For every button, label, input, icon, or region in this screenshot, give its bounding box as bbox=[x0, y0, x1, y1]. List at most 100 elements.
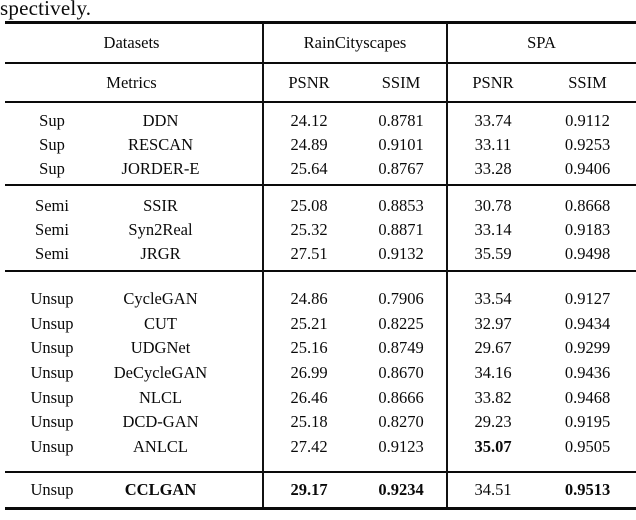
value-cell: 26.46 bbox=[290, 387, 328, 407]
method-cell: JORDER-E bbox=[121, 159, 200, 178]
value-cell: 34.51 bbox=[474, 480, 512, 499]
value-cell: 33.28 bbox=[474, 159, 512, 178]
method-cell: JRGR bbox=[140, 244, 181, 263]
value-cell: 34.16 bbox=[474, 363, 512, 383]
value-cell: 35.59 bbox=[474, 244, 512, 263]
value-cell: 35.07 bbox=[474, 436, 512, 456]
value-cell: 24.86 bbox=[290, 289, 328, 309]
value-cell: 27.42 bbox=[290, 436, 328, 456]
dataset-raincityscapes-label: RainCityscapes bbox=[303, 33, 407, 52]
value-cell: 29.67 bbox=[474, 338, 512, 358]
value-cell: 33.14 bbox=[474, 220, 512, 239]
table-row: Semi Syn2Real 25.32 0.8871 33.14 0.9183 bbox=[0, 218, 636, 242]
category-cell: Sup bbox=[39, 111, 65, 130]
value-cell: 0.9112 bbox=[565, 111, 610, 130]
table-row: Semi SSIR 25.08 0.8853 30.78 0.8668 bbox=[0, 194, 636, 218]
category-cell: Semi bbox=[35, 196, 69, 215]
value-cell: 32.97 bbox=[474, 313, 512, 333]
value-cell: 0.9183 bbox=[564, 220, 611, 239]
column-separator bbox=[446, 23, 448, 507]
category-cell: Unsup bbox=[30, 387, 74, 407]
value-cell: 0.9468 bbox=[564, 387, 611, 407]
value-cell: 0.8225 bbox=[378, 313, 424, 333]
value-cell: 24.89 bbox=[290, 135, 328, 154]
value-cell: 0.8767 bbox=[378, 159, 424, 178]
method-cell: NLCL bbox=[138, 387, 183, 407]
table-top-rule bbox=[5, 21, 636, 24]
value-cell: 0.8781 bbox=[378, 111, 424, 130]
method-cell: CCLGAN bbox=[124, 480, 197, 499]
category-cell: Unsup bbox=[30, 480, 74, 499]
value-cell: 0.8270 bbox=[378, 412, 424, 432]
table-rule bbox=[5, 101, 636, 103]
psnr-column-header: PSNR bbox=[288, 72, 330, 92]
datasets-header-label: Datasets bbox=[103, 33, 160, 52]
table-row: Semi JRGR 27.51 0.9132 35.59 0.9498 bbox=[0, 242, 636, 266]
value-cell: 0.9513 bbox=[564, 480, 611, 499]
method-cell: CUT bbox=[144, 313, 177, 333]
value-cell: 0.7906 bbox=[378, 289, 424, 309]
value-cell: 0.8871 bbox=[378, 220, 424, 239]
value-cell: 29.23 bbox=[474, 412, 512, 432]
method-cell: DeCycleGAN bbox=[113, 363, 208, 383]
table-group-semisupervised: Semi SSIR 25.08 0.8853 30.78 0.8668 Semi Syn2Re… bbox=[0, 186, 636, 270]
category-cell: Semi bbox=[35, 244, 69, 263]
ssim-column-header: SSIM bbox=[568, 72, 607, 92]
value-cell: 0.8749 bbox=[378, 338, 424, 358]
value-cell: 25.16 bbox=[290, 338, 328, 358]
value-cell: 0.9436 bbox=[564, 363, 611, 383]
method-cell: Syn2Real bbox=[128, 220, 193, 239]
value-cell: 0.8668 bbox=[564, 196, 611, 215]
psnr-column-header: PSNR bbox=[472, 72, 514, 92]
table-group-unsupervised: Unsup CycleGAN 24.86 0.7906 33.54 0.9127 Unsup… bbox=[0, 272, 636, 470]
value-cell: 0.9132 bbox=[378, 244, 424, 263]
category-cell: Unsup bbox=[30, 313, 74, 333]
value-cell: 0.9123 bbox=[378, 436, 424, 456]
table-rule bbox=[5, 62, 636, 64]
table-row: Unsup UDGNet 25.16 0.8749 29.67 0.9299 bbox=[0, 336, 636, 361]
table-header-datasets-row: Datasets RainCityscapes SPA bbox=[0, 24, 636, 62]
table-rule bbox=[5, 471, 636, 473]
method-cell: DCD-GAN bbox=[122, 412, 199, 432]
category-cell: Unsup bbox=[30, 289, 74, 309]
value-cell: 0.9234 bbox=[378, 480, 424, 499]
value-cell: 33.54 bbox=[474, 289, 512, 309]
method-cell: RESCAN bbox=[127, 135, 194, 154]
caption-text-fragment: spectively. bbox=[0, 0, 92, 20]
value-cell: 30.78 bbox=[474, 196, 512, 215]
value-cell: 33.82 bbox=[474, 387, 512, 407]
value-cell: 0.8670 bbox=[378, 363, 424, 383]
table-row: Sup JORDER-E 25.64 0.8767 33.28 0.9406 bbox=[0, 157, 636, 181]
ssim-column-header: SSIM bbox=[381, 72, 421, 92]
category-cell: Sup bbox=[39, 135, 65, 154]
value-cell: 25.08 bbox=[290, 196, 328, 215]
value-cell: 0.9498 bbox=[564, 244, 611, 263]
table-header-metrics-row: Metrics PSNR SSIM PSNR SSIM bbox=[0, 64, 636, 101]
table-bottom-rule bbox=[5, 507, 636, 510]
table-row: Unsup NLCL 26.46 0.8666 33.82 0.9468 bbox=[0, 385, 636, 410]
column-separator bbox=[262, 23, 264, 507]
table-group-ours: Unsup CCLGAN 29.17 0.9234 34.51 0.9513 bbox=[0, 473, 636, 507]
value-cell: 25.18 bbox=[290, 412, 328, 432]
value-cell: 0.8666 bbox=[378, 387, 424, 407]
value-cell: 0.8853 bbox=[378, 196, 424, 215]
method-cell: ANLCL bbox=[133, 436, 188, 456]
value-cell: 26.99 bbox=[290, 363, 328, 383]
method-cell: UDGNet bbox=[130, 338, 191, 358]
method-cell: CycleGAN bbox=[123, 289, 198, 309]
table-row: Unsup CUT 25.21 0.8225 32.97 0.9434 bbox=[0, 312, 636, 337]
value-cell: 25.32 bbox=[290, 220, 328, 239]
table-row: Unsup DCD-GAN 25.18 0.8270 29.23 0.9195 bbox=[0, 410, 636, 435]
value-cell: 29.17 bbox=[290, 480, 328, 499]
value-cell: 0.9195 bbox=[564, 412, 611, 432]
table-row: Sup RESCAN 24.89 0.9101 33.11 0.9253 bbox=[0, 133, 636, 157]
value-cell: 0.9101 bbox=[378, 135, 424, 154]
table-rule bbox=[5, 184, 636, 186]
metrics-header-label: Metrics bbox=[106, 72, 157, 92]
category-cell: Unsup bbox=[30, 436, 74, 456]
category-cell: Unsup bbox=[30, 338, 74, 358]
value-cell: 25.64 bbox=[290, 159, 328, 178]
value-cell: 25.21 bbox=[290, 313, 328, 333]
method-cell: DDN bbox=[142, 111, 179, 130]
value-cell: 33.74 bbox=[474, 111, 512, 130]
